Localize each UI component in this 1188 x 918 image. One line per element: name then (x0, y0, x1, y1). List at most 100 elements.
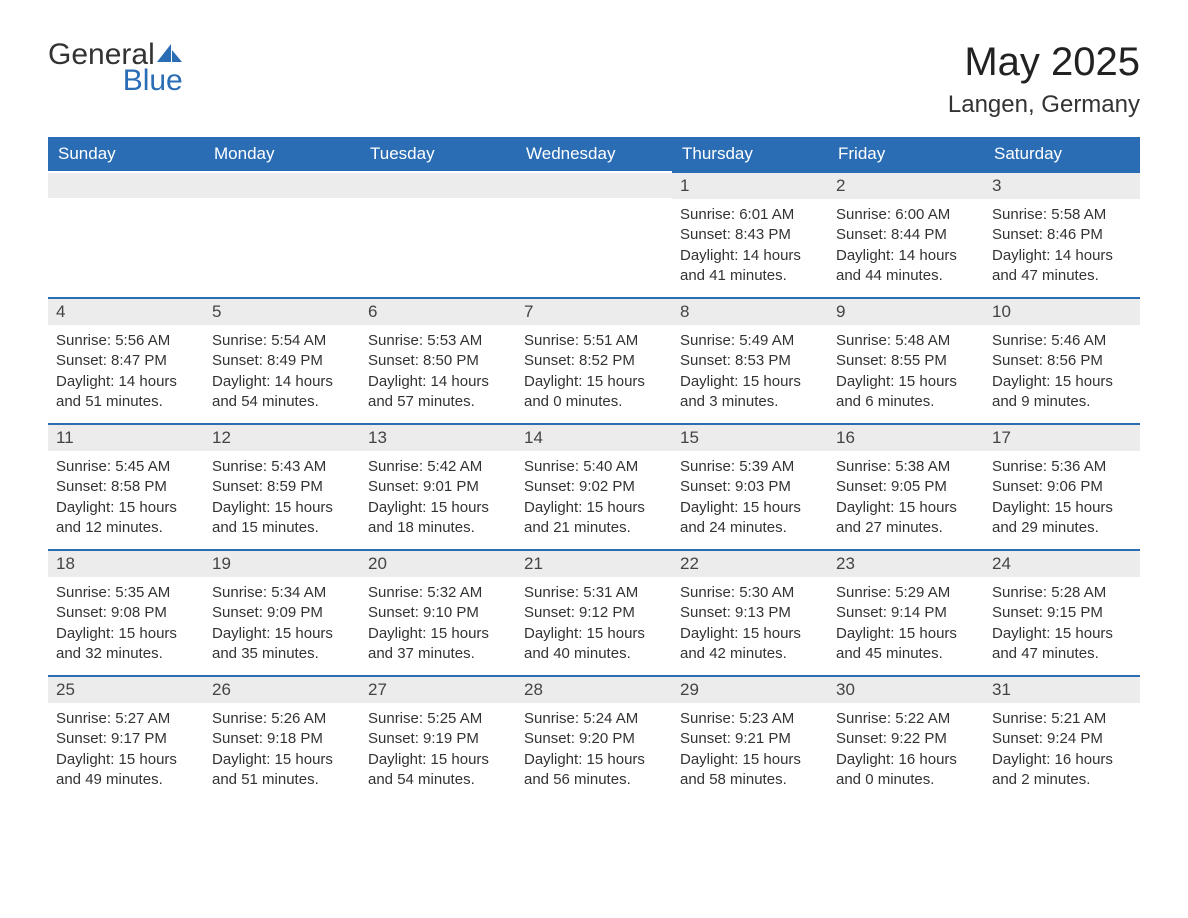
sunrise-line: Sunrise: 5:45 AM (56, 457, 196, 477)
calendar-cell: 23Sunrise: 5:29 AMSunset: 9:14 PMDayligh… (828, 549, 984, 675)
brand-text: General Blue (48, 40, 183, 96)
day-body: Sunrise: 5:27 AMSunset: 9:17 PMDaylight:… (48, 703, 204, 794)
day-body: Sunrise: 5:51 AMSunset: 8:52 PMDaylight:… (516, 325, 672, 416)
sunrise-line: Sunrise: 5:30 AM (680, 583, 820, 603)
daylight-line: Daylight: 15 hours and 58 minutes. (680, 750, 820, 791)
day-body: Sunrise: 6:01 AMSunset: 8:43 PMDaylight:… (672, 199, 828, 290)
daylight-line: Daylight: 15 hours and 29 minutes. (992, 498, 1132, 539)
sunset-line: Sunset: 9:15 PM (992, 603, 1132, 623)
daylight-line: Daylight: 15 hours and 45 minutes. (836, 624, 976, 665)
daylight-line: Daylight: 15 hours and 9 minutes. (992, 372, 1132, 413)
day-body: Sunrise: 5:40 AMSunset: 9:02 PMDaylight:… (516, 451, 672, 542)
calendar-cell: 25Sunrise: 5:27 AMSunset: 9:17 PMDayligh… (48, 675, 204, 801)
day-body: Sunrise: 5:28 AMSunset: 9:15 PMDaylight:… (984, 577, 1140, 668)
day-number: 15 (672, 423, 828, 451)
day-body: Sunrise: 5:23 AMSunset: 9:21 PMDaylight:… (672, 703, 828, 794)
calendar-body: 1Sunrise: 6:01 AMSunset: 8:43 PMDaylight… (48, 171, 1140, 801)
calendar-row: 18Sunrise: 5:35 AMSunset: 9:08 PMDayligh… (48, 549, 1140, 675)
empty-day-header (48, 171, 204, 198)
empty-day-header (516, 171, 672, 198)
calendar-cell: 31Sunrise: 5:21 AMSunset: 9:24 PMDayligh… (984, 675, 1140, 801)
sunrise-line: Sunrise: 5:38 AM (836, 457, 976, 477)
calendar-cell: 21Sunrise: 5:31 AMSunset: 9:12 PMDayligh… (516, 549, 672, 675)
sunset-line: Sunset: 9:06 PM (992, 477, 1132, 497)
day-body: Sunrise: 5:53 AMSunset: 8:50 PMDaylight:… (360, 325, 516, 416)
weekday-row: SundayMondayTuesdayWednesdayThursdayFrid… (48, 137, 1140, 171)
daylight-line: Daylight: 14 hours and 51 minutes. (56, 372, 196, 413)
day-number: 31 (984, 675, 1140, 703)
daylight-line: Daylight: 14 hours and 57 minutes. (368, 372, 508, 413)
sunset-line: Sunset: 9:09 PM (212, 603, 352, 623)
sunset-line: Sunset: 8:43 PM (680, 225, 820, 245)
sunset-line: Sunset: 8:53 PM (680, 351, 820, 371)
calendar-cell: 5Sunrise: 5:54 AMSunset: 8:49 PMDaylight… (204, 297, 360, 423)
calendar-cell: 9Sunrise: 5:48 AMSunset: 8:55 PMDaylight… (828, 297, 984, 423)
sunrise-line: Sunrise: 5:32 AM (368, 583, 508, 603)
sunset-line: Sunset: 9:24 PM (992, 729, 1132, 749)
calendar-cell: 8 Sunrise: 5:49 AMSunset: 8:53 PMDaylight… (672, 297, 828, 423)
sunset-line: Sunset: 9:19 PM (368, 729, 508, 749)
sunset-line: Sunset: 9:17 PM (56, 729, 196, 749)
sunrise-line: Sunrise: 5:56 AM (56, 331, 196, 351)
day-number: 30 (828, 675, 984, 703)
day-body: Sunrise: 5:24 AMSunset: 9:20 PMDaylight:… (516, 703, 672, 794)
sunset-line: Sunset: 8:56 PM (992, 351, 1132, 371)
location: Langen, Germany (948, 91, 1140, 119)
calendar-cell: 29Sunrise: 5:23 AMSunset: 9:21 PMDayligh… (672, 675, 828, 801)
month-title: May 2025 (948, 40, 1140, 85)
daylight-line: Daylight: 15 hours and 3 minutes. (680, 372, 820, 413)
daylight-line: Daylight: 15 hours and 56 minutes. (524, 750, 664, 791)
sunrise-line: Sunrise: 5:43 AM (212, 457, 352, 477)
day-body: Sunrise: 5:32 AMSunset: 9:10 PMDaylight:… (360, 577, 516, 668)
sunset-line: Sunset: 8:47 PM (56, 351, 196, 371)
day-body: Sunrise: 5:35 AMSunset: 9:08 PMDaylight:… (48, 577, 204, 668)
day-number: 10 (984, 297, 1140, 325)
calendar-row: 1Sunrise: 6:01 AMSunset: 8:43 PMDaylight… (48, 171, 1140, 297)
day-number: 2 (828, 171, 984, 199)
calendar-cell: 22Sunrise: 5:30 AMSunset: 9:13 PMDayligh… (672, 549, 828, 675)
calendar-cell (360, 171, 516, 297)
day-number: 11 (48, 423, 204, 451)
calendar-table: SundayMondayTuesdayWednesdayThursdayFrid… (48, 137, 1140, 801)
calendar-row: 4Sunrise: 5:56 AMSunset: 8:47 PMDaylight… (48, 297, 1140, 423)
sunrise-line: Sunrise: 5:34 AM (212, 583, 352, 603)
day-number: 17 (984, 423, 1140, 451)
day-body: Sunrise: 5:21 AMSunset: 9:24 PMDaylight:… (984, 703, 1140, 794)
daylight-line: Daylight: 15 hours and 21 minutes. (524, 498, 664, 539)
day-number: 24 (984, 549, 1140, 577)
day-number: 20 (360, 549, 516, 577)
sunset-line: Sunset: 9:22 PM (836, 729, 976, 749)
sunrise-line: Sunrise: 5:29 AM (836, 583, 976, 603)
calendar-cell: 20Sunrise: 5:32 AMSunset: 9:10 PMDayligh… (360, 549, 516, 675)
sunset-line: Sunset: 9:05 PM (836, 477, 976, 497)
day-body: Sunrise: 5:45 AMSunset: 8:58 PMDaylight:… (48, 451, 204, 542)
sunset-line: Sunset: 8:49 PM (212, 351, 352, 371)
day-number: 19 (204, 549, 360, 577)
day-body: Sunrise: 5:36 AMSunset: 9:06 PMDaylight:… (984, 451, 1140, 542)
page-header: General Blue May 2025 Langen, Germany (48, 40, 1140, 119)
daylight-line: Daylight: 15 hours and 18 minutes. (368, 498, 508, 539)
sunset-line: Sunset: 8:59 PM (212, 477, 352, 497)
sunrise-line: Sunrise: 5:35 AM (56, 583, 196, 603)
calendar-cell: 17Sunrise: 5:36 AMSunset: 9:06 PMDayligh… (984, 423, 1140, 549)
calendar-cell: 16Sunrise: 5:38 AMSunset: 9:05 PMDayligh… (828, 423, 984, 549)
sunrise-line: Sunrise: 5:42 AM (368, 457, 508, 477)
day-body: Sunrise: 6:00 AMSunset: 8:44 PMDaylight:… (828, 199, 984, 290)
day-number: 28 (516, 675, 672, 703)
calendar-cell: 12Sunrise: 5:43 AMSunset: 8:59 PMDayligh… (204, 423, 360, 549)
day-body: Sunrise: 5:38 AMSunset: 9:05 PMDaylight:… (828, 451, 984, 542)
day-number: 8 (672, 297, 828, 325)
sunrise-line: Sunrise: 5:54 AM (212, 331, 352, 351)
day-number: 12 (204, 423, 360, 451)
day-body: Sunrise: 5:54 AMSunset: 8:49 PMDaylight:… (204, 325, 360, 416)
calendar-row: 25Sunrise: 5:27 AMSunset: 9:17 PMDayligh… (48, 675, 1140, 801)
daylight-line: Daylight: 15 hours and 42 minutes. (680, 624, 820, 665)
sunrise-line: Sunrise: 5:49 AM (680, 331, 820, 351)
sunrise-line: Sunrise: 5:23 AM (680, 709, 820, 729)
daylight-line: Daylight: 15 hours and 6 minutes. (836, 372, 976, 413)
day-body: Sunrise: 5:29 AMSunset: 9:14 PMDaylight:… (828, 577, 984, 668)
daylight-line: Daylight: 15 hours and 0 minutes. (524, 372, 664, 413)
day-body: Sunrise: 5:39 AMSunset: 9:03 PMDaylight:… (672, 451, 828, 542)
sunset-line: Sunset: 9:08 PM (56, 603, 196, 623)
sunrise-line: Sunrise: 5:39 AM (680, 457, 820, 477)
